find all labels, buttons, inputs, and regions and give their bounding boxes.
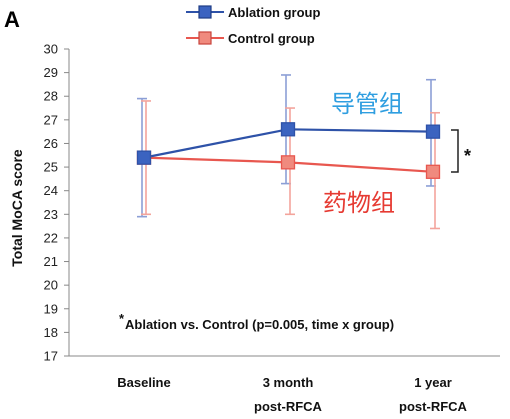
x-tick-label: Baseline bbox=[117, 375, 170, 390]
y-axis-title: Total MoCA score bbox=[9, 149, 25, 267]
y-tick-label: 21 bbox=[44, 254, 58, 269]
y-tick-label: 27 bbox=[44, 112, 58, 127]
data-point bbox=[425, 164, 441, 179]
y-tick-label: 23 bbox=[44, 207, 58, 222]
x-tick-label: 3 month bbox=[263, 375, 314, 390]
annotation-text: Ablation vs. Control (p=0.005, time x gr… bbox=[125, 317, 394, 332]
y-tick-label: 26 bbox=[44, 136, 58, 151]
y-tick-label: 29 bbox=[44, 65, 58, 80]
control-chinese-label: 药物组 bbox=[323, 190, 395, 217]
y-tick-label: 19 bbox=[44, 301, 58, 316]
legend-item-ablation: Ablation group bbox=[186, 5, 320, 20]
data-markers bbox=[136, 122, 441, 179]
legend-label-control: Control group bbox=[228, 31, 315, 46]
y-tick-label: 24 bbox=[44, 183, 58, 198]
legend-label-ablation: Ablation group bbox=[228, 5, 320, 20]
x-tick-label: 1 year bbox=[414, 375, 452, 390]
y-tick-label: 30 bbox=[44, 42, 58, 57]
y-tick-label: 28 bbox=[44, 89, 58, 104]
data-point bbox=[280, 122, 296, 137]
panel-label: A bbox=[4, 7, 20, 32]
stat-annotation: * Ablation vs. Control (p=0.005, time x … bbox=[119, 311, 394, 332]
x-tick-label-line2: post-RFCA bbox=[399, 399, 467, 414]
x-tick-labels: Baseline 3 month post-RFCA 1 year post-RFCA bbox=[117, 375, 467, 414]
y-tick-label: 20 bbox=[44, 278, 58, 293]
y-tick-label: 22 bbox=[44, 230, 58, 245]
legend-marker-ablation bbox=[198, 5, 212, 19]
y-ticks: 17 18 19 20 21 22 23 24 25 26 27 28 29 30 bbox=[44, 42, 69, 364]
x-tick-label-line2: post-RFCA bbox=[254, 399, 322, 414]
data-point bbox=[136, 150, 152, 165]
legend: Ablation group Control group bbox=[186, 5, 320, 46]
y-tick-label: 18 bbox=[44, 325, 58, 340]
legend-marker-control bbox=[198, 31, 212, 45]
data-point bbox=[425, 124, 441, 139]
bracket-line bbox=[451, 129, 459, 173]
ablation-chinese-label: 导管组 bbox=[331, 91, 403, 118]
significance-bracket: * bbox=[451, 129, 471, 173]
significance-marker: * bbox=[464, 146, 471, 166]
legend-item-control: Control group bbox=[186, 31, 315, 46]
y-tick-label: 17 bbox=[44, 349, 58, 364]
y-tick-label: 25 bbox=[44, 160, 58, 175]
annotation-star: * bbox=[119, 311, 125, 326]
data-point bbox=[280, 155, 296, 170]
